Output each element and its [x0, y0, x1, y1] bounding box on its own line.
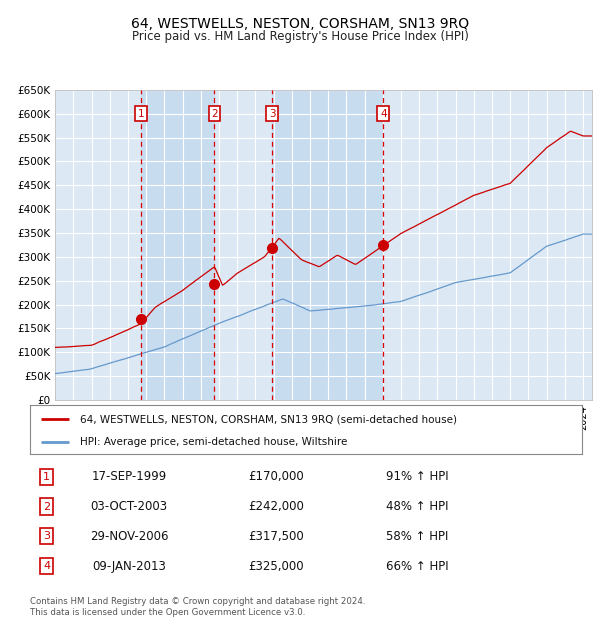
Text: 48% ↑ HPI: 48% ↑ HPI: [386, 500, 448, 513]
Text: 29-NOV-2006: 29-NOV-2006: [90, 530, 168, 542]
Text: 4: 4: [380, 108, 387, 119]
Text: 1: 1: [137, 108, 144, 119]
Bar: [141, 90, 214, 400]
Text: £170,000: £170,000: [248, 471, 304, 483]
Text: 64, WESTWELLS, NESTON, CORSHAM, SN13 9RQ (semi-detached house): 64, WESTWELLS, NESTON, CORSHAM, SN13 9RQ…: [80, 414, 457, 424]
Text: 4: 4: [43, 561, 50, 571]
Text: 3: 3: [43, 531, 50, 541]
Text: 2: 2: [211, 108, 218, 119]
Text: 64, WESTWELLS, NESTON, CORSHAM, SN13 9RQ: 64, WESTWELLS, NESTON, CORSHAM, SN13 9RQ: [131, 17, 469, 32]
Text: 3: 3: [269, 108, 275, 119]
Text: £317,500: £317,500: [248, 530, 304, 542]
Text: 1: 1: [43, 472, 50, 482]
Text: 17-SEP-1999: 17-SEP-1999: [91, 471, 167, 483]
Text: HPI: Average price, semi-detached house, Wiltshire: HPI: Average price, semi-detached house,…: [80, 436, 347, 447]
Text: Price paid vs. HM Land Registry's House Price Index (HPI): Price paid vs. HM Land Registry's House …: [131, 30, 469, 43]
Bar: [272, 90, 383, 400]
Text: 03-OCT-2003: 03-OCT-2003: [91, 500, 167, 513]
Text: 91% ↑ HPI: 91% ↑ HPI: [386, 471, 448, 483]
Text: £242,000: £242,000: [248, 500, 304, 513]
Text: 09-JAN-2013: 09-JAN-2013: [92, 560, 166, 572]
Text: 58% ↑ HPI: 58% ↑ HPI: [386, 530, 448, 542]
Text: 66% ↑ HPI: 66% ↑ HPI: [386, 560, 448, 572]
Text: Contains HM Land Registry data © Crown copyright and database right 2024.
This d: Contains HM Land Registry data © Crown c…: [30, 598, 365, 617]
Text: 2: 2: [43, 502, 50, 512]
Text: £325,000: £325,000: [248, 560, 304, 572]
